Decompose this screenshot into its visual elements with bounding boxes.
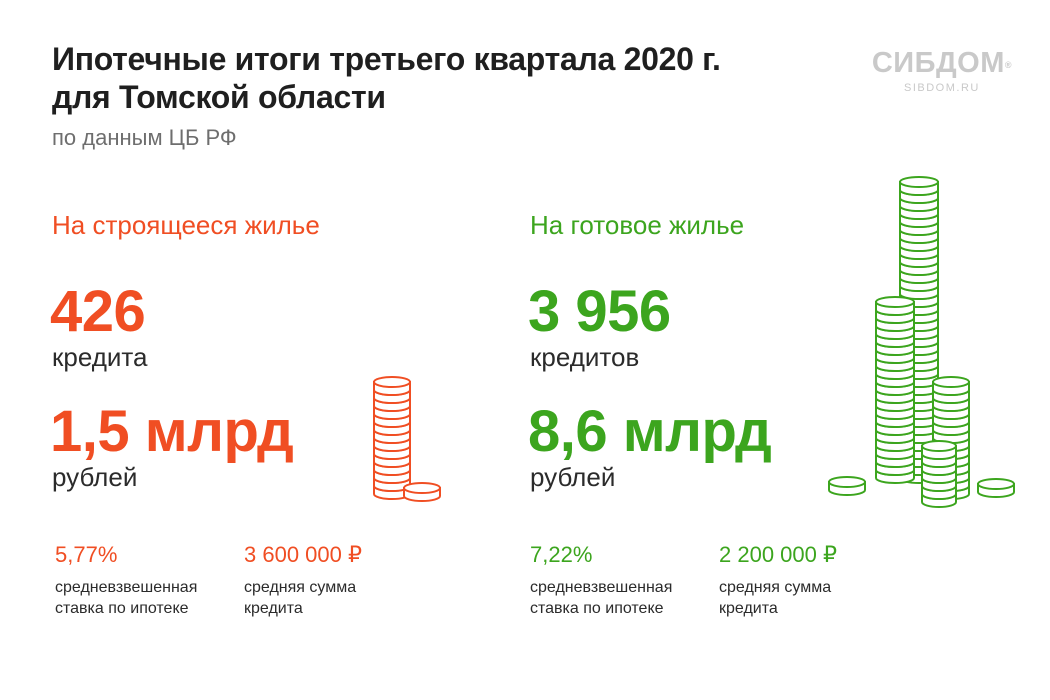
coin-stacks-icon — [828, 176, 1015, 508]
ready-rate-value: 7,22% — [530, 542, 593, 567]
coin-icon — [899, 176, 939, 196]
coin-icon — [373, 376, 411, 396]
page-subtitle: по данным ЦБ РФ — [52, 125, 237, 150]
registered-mark: ® — [1004, 60, 1012, 70]
coin-icon — [932, 376, 970, 396]
title-line-2: для Томской области — [52, 79, 386, 115]
ready-amount: 8,6 млрд — [528, 399, 772, 464]
coin-icon — [828, 476, 866, 496]
brand-logo: СИБДОМ® SIBDOM.RU — [872, 48, 1012, 94]
construction-rate-value: 5,77% — [55, 542, 118, 567]
coin-icon — [875, 296, 915, 316]
construction-rate-label: средневзвешенная ставка по ипотеке — [55, 579, 198, 617]
construction-amount-unit: рублей — [52, 462, 138, 492]
coin-icon — [403, 482, 441, 502]
page-title: Ипотечные итоги третьего квартала 2020 г… — [52, 40, 721, 116]
title-line-1: Ипотечные итоги третьего квартала 2020 г… — [52, 41, 721, 77]
ready-amount-unit: рублей — [530, 462, 616, 492]
logo-url: SIBDOM.RU — [904, 82, 980, 94]
construction-avg-sum-value: 3 600 000 ₽ — [244, 542, 362, 567]
ready-loans-unit: кредитов — [530, 342, 640, 372]
construction-avg-sum-label: средняя сумма кредита — [244, 579, 357, 617]
ready-loans-count: 3 956 — [528, 279, 671, 344]
coin-icon — [977, 478, 1015, 498]
construction-loans-count: 426 — [50, 279, 146, 344]
coin-icon — [921, 440, 957, 460]
construction-loans-unit: кредита — [52, 342, 148, 372]
coin-stack-icon — [373, 376, 441, 502]
ready-heading: На готовое жилье — [530, 210, 745, 240]
construction-heading: На строящееся жилье — [52, 210, 320, 240]
ready-rate-label: средневзвешенная ставка по ипотеке — [530, 579, 673, 617]
ready-avg-sum-label: средняя сумма кредита — [719, 579, 832, 617]
logo-wordmark: СИБДОМ® — [871, 47, 1012, 79]
construction-amount: 1,5 млрд — [50, 399, 294, 464]
ready-avg-sum-value: 2 200 000 ₽ — [719, 542, 837, 567]
